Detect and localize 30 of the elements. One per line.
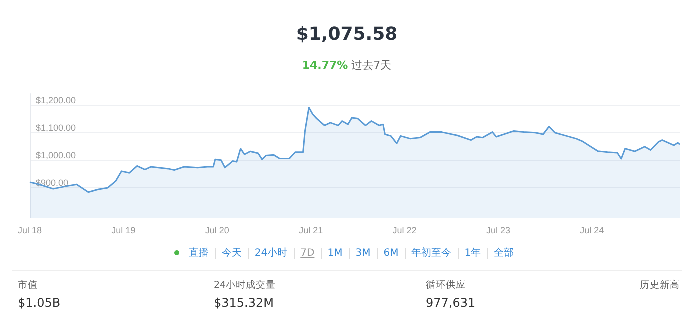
y-tick-label: $900.00 xyxy=(36,178,69,188)
y-tick-label: $1,000.00 xyxy=(36,150,76,161)
y-tick-label: $1,100.00 xyxy=(36,123,76,134)
x-tick-label: Jul 21 xyxy=(299,226,324,236)
text: $315.32M xyxy=(214,296,274,310)
text: $1.05B xyxy=(18,296,61,310)
chart-title: $1,075.58 xyxy=(295,24,399,45)
x-tick-label: Jul 24 xyxy=(580,226,604,236)
chart-subtitle: 14.77% 过去7天 xyxy=(301,58,393,73)
text: 循环供应 xyxy=(426,279,466,292)
text: 977,631 xyxy=(426,296,476,310)
x-tick-label: Jul 19 xyxy=(112,226,136,236)
text: 1M xyxy=(320,248,349,259)
text: 1年 xyxy=(458,248,488,259)
text: 直播 xyxy=(188,248,210,259)
text: 24小时成交量 xyxy=(214,279,276,292)
text: 全部 xyxy=(487,248,520,259)
text: 历史新高 xyxy=(640,279,680,292)
x-tick-label: Jul 18 xyxy=(18,226,42,236)
x-tick-label: Jul 23 xyxy=(486,226,510,236)
text: 6M xyxy=(376,248,405,259)
text: 3M xyxy=(348,248,377,259)
y-tick-label: $1,200.00 xyxy=(36,96,76,106)
text: 今天 xyxy=(214,248,248,259)
text: 市值 xyxy=(18,279,38,292)
text: 24小时 xyxy=(248,248,294,259)
text: 年初至今 xyxy=(404,248,458,259)
text: 7D xyxy=(294,248,321,259)
x-tick-label: Jul 22 xyxy=(392,226,417,236)
x-tick-label: Jul 20 xyxy=(205,226,230,236)
